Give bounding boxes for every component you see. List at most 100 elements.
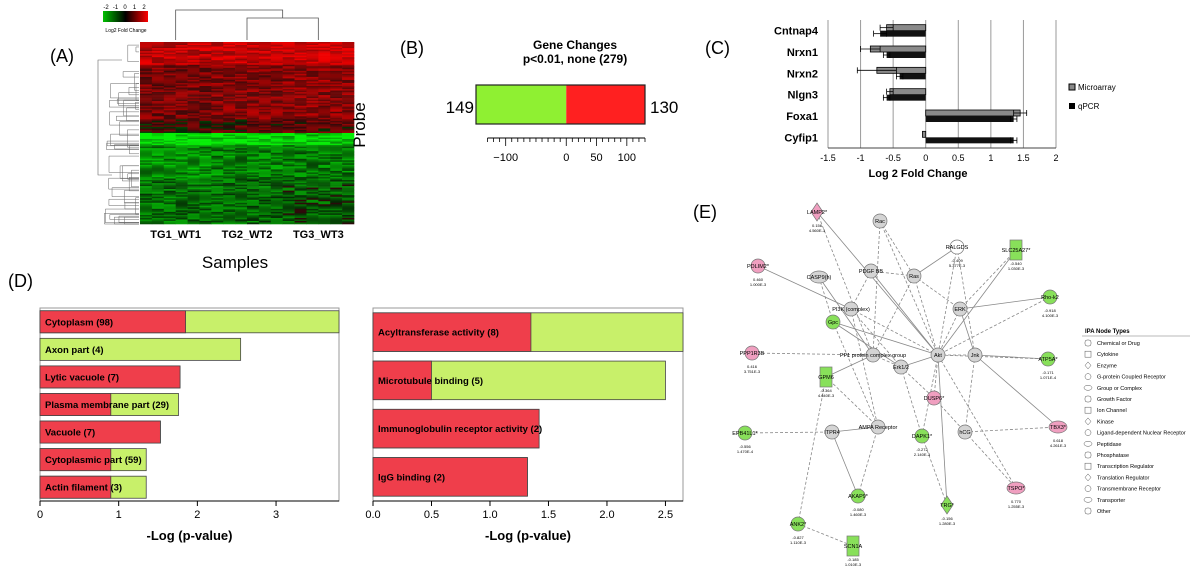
heatmap-cell: [211, 169, 224, 172]
d-tick-label: 0.0: [365, 509, 380, 521]
heatmap-cell: [247, 114, 260, 117]
heatmap-cell: [258, 107, 272, 110]
heatmap-cell: [163, 61, 176, 64]
heatmap-cell: [187, 58, 200, 61]
heatmap-cell: [187, 122, 200, 125]
heatmap-cell: [294, 120, 307, 123]
heatmap-cell: [151, 151, 165, 154]
heatmap-cell: [211, 210, 224, 213]
heatmap-cell: [258, 116, 272, 119]
heatmap-cell: [342, 169, 355, 172]
heatmap-cell: [199, 211, 212, 214]
network-node: [1009, 239, 1023, 261]
heatmap-cell: [294, 54, 307, 56]
heatmap-cell: [187, 199, 200, 202]
heatmap-cell: [140, 120, 153, 123]
heatmap-cell: [151, 57, 165, 59]
heatmap-cell: [318, 154, 331, 157]
heatmap-cell: [247, 136, 260, 138]
heatmap-cell: [223, 172, 236, 175]
heatmap-cell: [199, 151, 212, 154]
network-node-label: GPM6: [818, 375, 834, 381]
heatmap-cell: [270, 126, 283, 129]
d-bar-significant: [39, 393, 112, 416]
heatmap-cell: [187, 201, 200, 204]
heatmap-cell: [247, 95, 260, 97]
heatmap-cell: [199, 133, 212, 135]
d-tick-label: 2.5: [658, 509, 673, 521]
heatmap-cell: [342, 104, 355, 106]
heatmap-cell: [318, 73, 331, 76]
heatmap-cell: [318, 128, 331, 131]
heatmap-cell: [187, 126, 200, 129]
heatmap-cell: [318, 161, 331, 164]
heatmap-cell: [223, 75, 236, 78]
heatmap-cell: [211, 202, 224, 205]
heatmap-cell: [294, 139, 307, 141]
network-node: [952, 301, 968, 317]
heatmap-cell: [151, 163, 165, 166]
heatmap-cell: [187, 195, 200, 197]
dendro-branch: [105, 208, 139, 224]
heatmap-y-label: Probe: [350, 102, 369, 147]
heatmap-cell: [140, 117, 153, 120]
heatmap-cell: [258, 190, 272, 193]
heatmap-cell: [258, 99, 272, 102]
heatmap-cell: [294, 148, 307, 150]
heatmap-cell: [140, 173, 153, 176]
heatmap-cell: [282, 101, 295, 103]
heatmap-cell: [151, 133, 165, 135]
dendro-branch: [106, 142, 139, 150]
heatmap-cell: [235, 190, 248, 193]
heatmap-cell: [199, 178, 212, 181]
heatmap-cell: [258, 205, 272, 208]
heatmap-cell: [140, 95, 153, 97]
heatmap-cell: [318, 82, 331, 85]
legend-shape: [1083, 497, 1093, 503]
heatmap-cell: [175, 139, 188, 141]
heatmap-cell: [270, 216, 283, 219]
heatmap-cell: [247, 49, 260, 52]
heatmap-cell: [294, 76, 307, 79]
heatmap-cell: [235, 61, 248, 64]
heatmap-cell: [151, 140, 165, 143]
heatmap-cell: [294, 169, 307, 172]
heatmap-cell: [270, 136, 283, 138]
heatmap-cell: [199, 142, 212, 144]
network-node-pvalue: 1.255E-3: [1008, 504, 1025, 509]
heatmap-cell: [235, 195, 248, 197]
heatmap-cell: [294, 90, 307, 93]
heatmap-cell: [151, 93, 165, 96]
heatmap-cell: [163, 152, 176, 155]
heatmap-cell: [163, 46, 176, 49]
heatmap-cell: [140, 186, 153, 188]
c-bar-qpcr: [886, 52, 926, 58]
heatmap-cell: [306, 145, 319, 147]
heatmap-cell: [235, 205, 248, 208]
heatmap-cell: [258, 154, 272, 157]
network-edge: [933, 397, 966, 433]
heatmap-cell: [342, 82, 355, 85]
heatmap-cell: [151, 213, 165, 216]
heatmap-cell: [175, 137, 188, 140]
heatmap-cell: [247, 216, 260, 219]
heatmap-cell: [330, 166, 343, 169]
heatmap-cell: [211, 193, 224, 196]
heatmap-cell: [187, 128, 200, 131]
heatmap-cell: [282, 122, 295, 125]
heatmap-cell: [211, 61, 224, 64]
heatmap-cell: [258, 143, 272, 146]
heatmap-cell: [140, 73, 153, 76]
heatmap-cell: [199, 204, 212, 207]
heatmap-cell: [294, 175, 307, 178]
heatmap-cell: [140, 76, 153, 79]
heatmap-cell: [223, 52, 236, 55]
heatmap-cell: [211, 205, 224, 208]
heatmap-cell: [140, 149, 153, 152]
heatmap-cell: [258, 45, 272, 47]
network-node: [744, 345, 760, 361]
network-node: [1048, 420, 1068, 434]
heatmap-cell: [223, 175, 236, 178]
heatmap-cell: [140, 166, 153, 169]
heatmap-cell: [140, 122, 153, 125]
